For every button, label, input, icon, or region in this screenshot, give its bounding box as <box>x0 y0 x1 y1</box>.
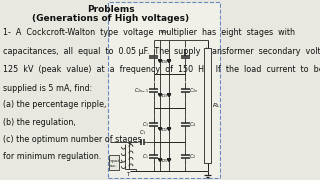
Text: T: T <box>125 172 129 177</box>
Text: $C_{2n}$: $C_{2n}$ <box>189 86 199 95</box>
Polygon shape <box>167 159 171 161</box>
Polygon shape <box>158 94 162 96</box>
Text: $C_{2n-1}$: $C_{2n-1}$ <box>134 86 149 95</box>
Text: $D_{2n}$: $D_{2n}$ <box>160 29 169 36</box>
Text: Problems: Problems <box>87 5 134 14</box>
Text: (a) the percentage ripple,: (a) the percentage ripple, <box>3 100 106 109</box>
Text: $C_1$: $C_1$ <box>142 152 149 161</box>
Polygon shape <box>158 128 162 130</box>
Bar <box>109 155 119 170</box>
Text: $R_L$: $R_L$ <box>212 101 220 110</box>
Text: $C_1$: $C_1$ <box>139 129 146 137</box>
Polygon shape <box>167 94 171 96</box>
Text: $C_4$: $C_4$ <box>189 120 196 129</box>
Text: 125  kV  (peak  value)  at  a  frequency  of  150  Hz.  If  the  load  current  : 125 kV (peak value) at a frequency of 15… <box>3 65 320 74</box>
Text: $C_3$: $C_3$ <box>142 120 149 129</box>
Text: Input: Input <box>108 159 120 163</box>
Text: $D_2$: $D_2$ <box>161 126 168 134</box>
Text: $D_3$: $D_3$ <box>161 92 168 100</box>
Text: (b) the regulation,: (b) the regulation, <box>3 118 76 127</box>
Polygon shape <box>167 128 171 130</box>
Text: supplied is 5 mA, find:: supplied is 5 mA, find: <box>3 84 92 93</box>
Bar <box>108 2 220 177</box>
Text: 1-  A  Cockcroft-Walton  type  voltage  multiplier  has  eight  stages  with: 1- A Cockcroft-Walton type voltage multi… <box>3 28 295 37</box>
Text: (Generations of High voltages): (Generations of High voltages) <box>32 14 189 23</box>
Bar <box>204 48 212 163</box>
Text: (c) the optimum number of stages: (c) the optimum number of stages <box>3 135 141 144</box>
Text: $D_1$: $D_1$ <box>161 157 168 165</box>
Polygon shape <box>158 159 162 161</box>
Polygon shape <box>158 60 162 63</box>
Text: $D_4$: $D_4$ <box>161 58 168 66</box>
Text: a.c.: a.c. <box>110 164 118 168</box>
Polygon shape <box>167 60 171 63</box>
Text: $C_2$: $C_2$ <box>189 152 196 161</box>
Text: capacitances,  all  equal  to  0.05 μF.  The  supply  transformer  secondary  vo: capacitances, all equal to 0.05 μF. The … <box>3 47 320 56</box>
Text: for minimum regulation.: for minimum regulation. <box>3 152 101 161</box>
